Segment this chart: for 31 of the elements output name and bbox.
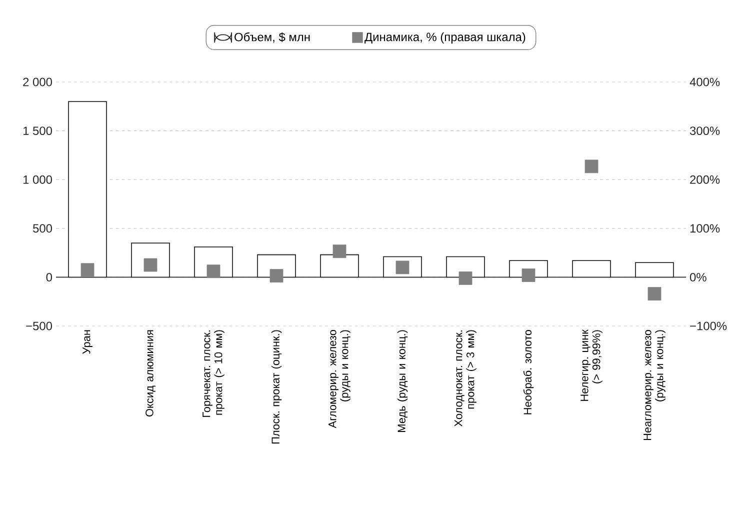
y2-tick-label: −100% <box>690 322 727 330</box>
y-tick-label: 500 <box>33 224 52 233</box>
x-tick-label: Медь (руды и конц.) <box>397 330 408 432</box>
y-tick-label: 2 000 <box>23 78 52 86</box>
point <box>80 263 94 277</box>
y2-tick-label: 200% <box>690 175 720 184</box>
x-tick-label: Агломерир. железо (руды и конц.) <box>328 330 350 428</box>
y2-tick-label: 0% <box>690 272 706 282</box>
y-tick-label: −500 <box>26 322 52 330</box>
x-tick-label: Неагломерир. железо (руды и конц.) <box>644 330 666 440</box>
legend-label: Динамика, % (правая шкала) <box>364 32 526 44</box>
y2-tick-label: 400% <box>690 78 720 86</box>
point <box>270 269 284 282</box>
point <box>584 160 598 174</box>
x-tick-label: Оксид алюминия <box>146 330 156 416</box>
x-tick-label: Нелегир. цинк (> 99,99%) <box>580 329 602 401</box>
y-tick-label: 1 500 <box>23 126 52 136</box>
y-tick-label: 0 <box>46 272 52 282</box>
y-tick-label: 1 000 <box>23 175 52 184</box>
x-tick-label: Необраб. золото <box>523 330 534 414</box>
x-tick-label: Уран <box>82 330 92 354</box>
point <box>648 287 662 300</box>
x-tick-label: Горячекат. плоск. прокат (> 10 мм) <box>202 330 224 417</box>
legend-label: Объем, $ млн <box>234 32 310 43</box>
point <box>332 244 346 258</box>
point <box>206 264 220 278</box>
y2-tick-label: 100% <box>690 224 720 233</box>
point <box>458 271 472 285</box>
y2-tick-label: 300% <box>690 126 720 136</box>
x-tick-label: Плоск. прокат (оцинк.) <box>271 330 282 444</box>
x-tick-label: Холоднокат. плоск. прокат (> 3 мм) <box>454 330 476 426</box>
